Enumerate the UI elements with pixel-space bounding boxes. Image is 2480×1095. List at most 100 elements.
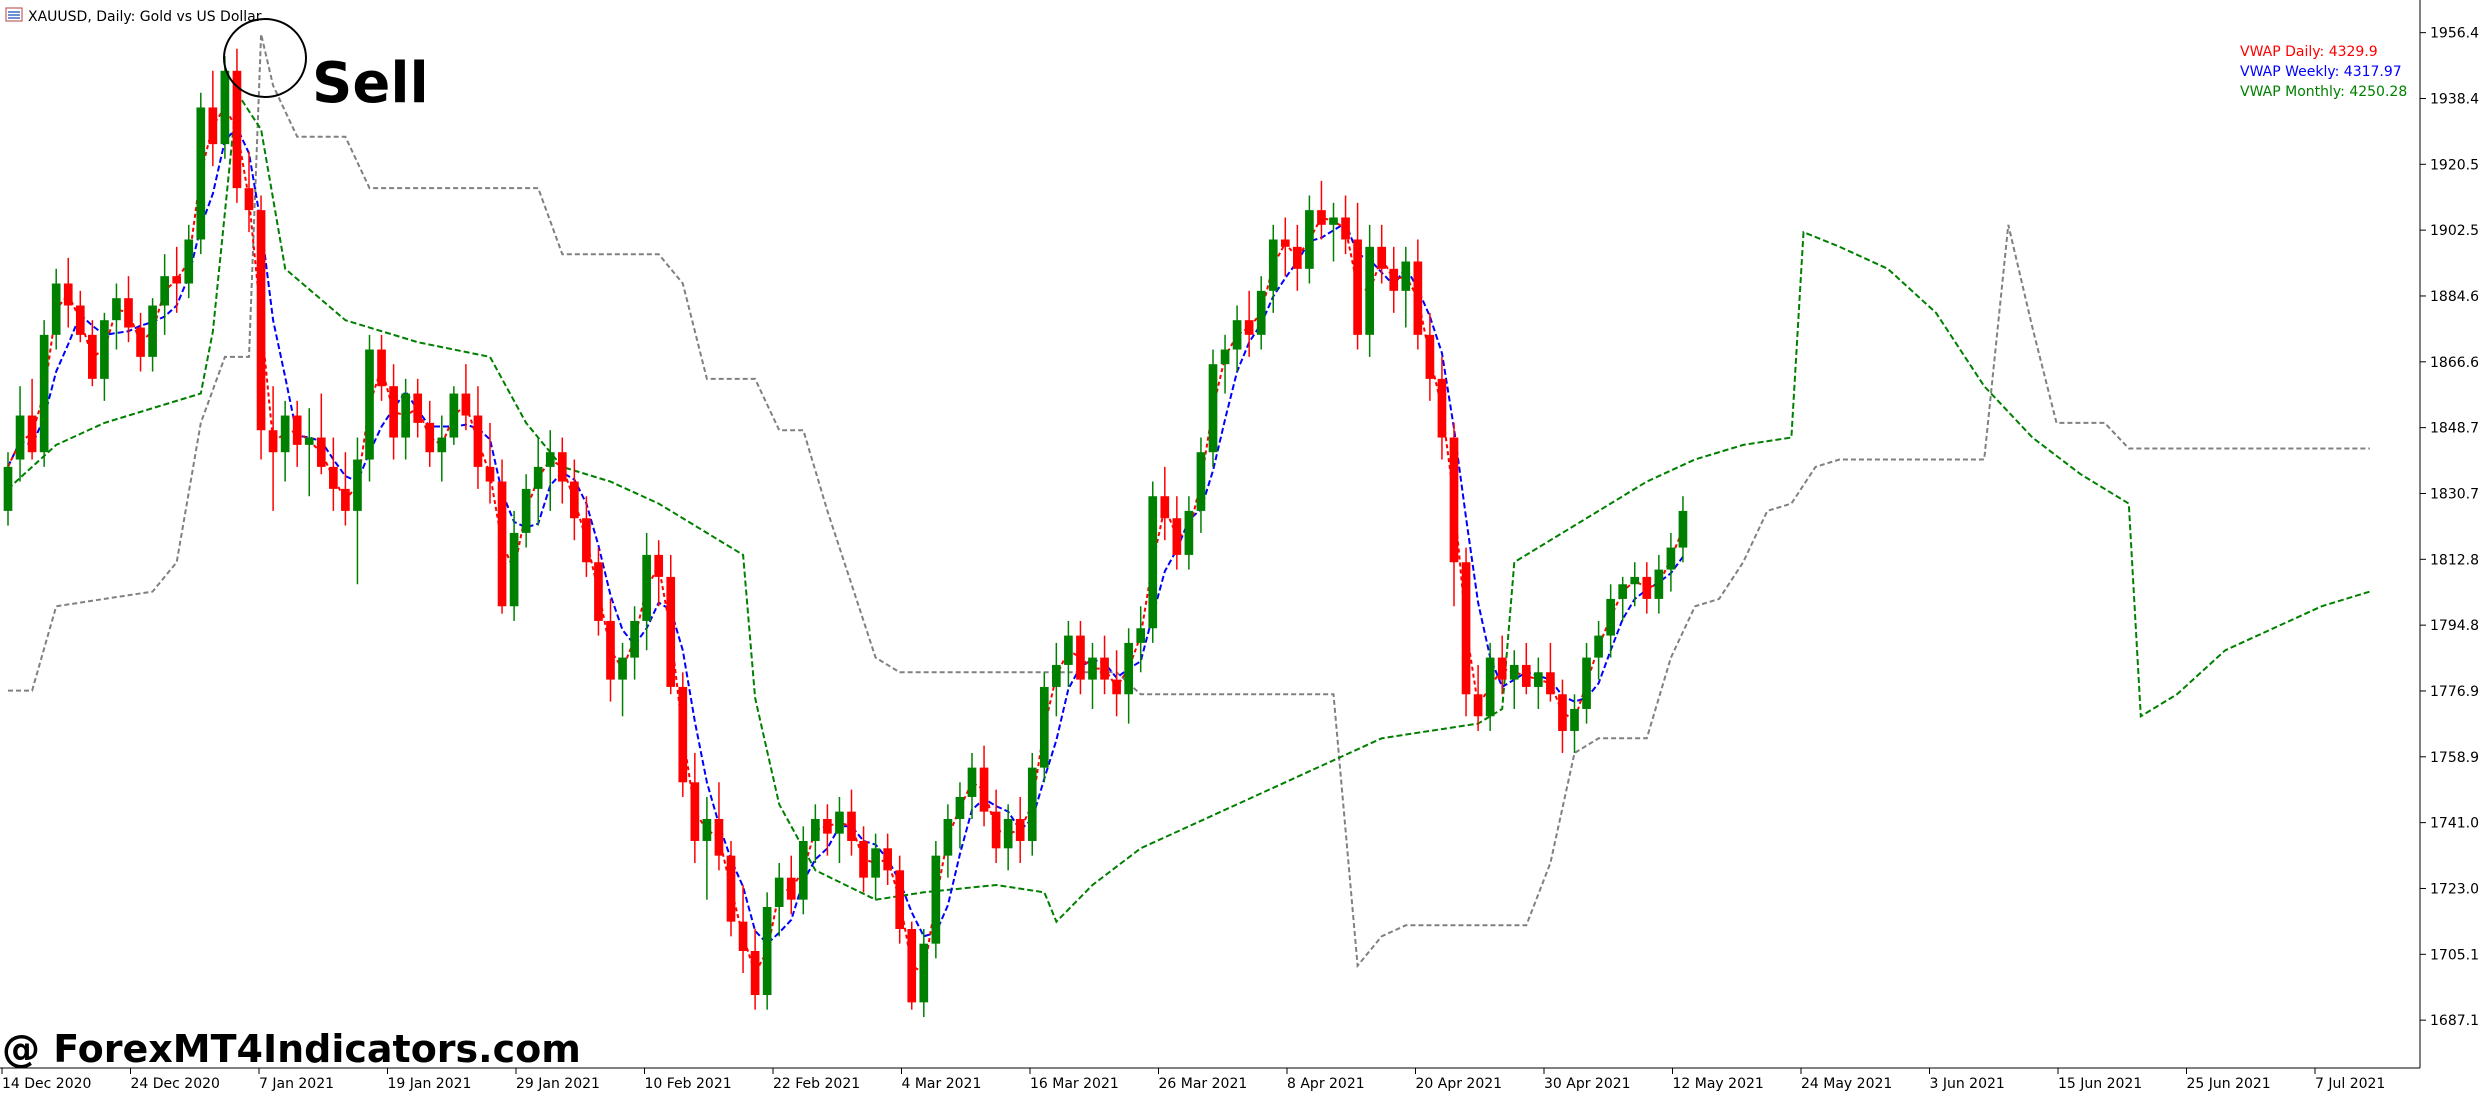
- vwap-monthly-line: [7, 89, 2371, 924]
- candle-body: [365, 349, 374, 460]
- y-tick-label: 1723.05: [2430, 881, 2480, 897]
- candle-body: [316, 437, 326, 467]
- candle-body: [3, 466, 13, 511]
- candle-body: [1015, 818, 1025, 841]
- candle-body: [1172, 518, 1182, 555]
- chart-title: XAUUSD, Daily: Gold vs US Dollar: [5, 7, 262, 25]
- candle-body: [871, 848, 880, 878]
- candle-body: [931, 855, 941, 944]
- candle-body: [1582, 657, 1591, 709]
- candle-body: [1317, 210, 1326, 225]
- candle-body: [160, 276, 169, 306]
- y-tick-label: 1830.75: [2430, 486, 2480, 502]
- candle-body: [1244, 320, 1254, 335]
- x-tick-label: 14 Dec 2020: [2, 1076, 91, 1091]
- candle-body: [798, 840, 808, 900]
- candle-body: [1064, 635, 1073, 665]
- candle-body: [1353, 239, 1362, 335]
- candle-body: [1534, 672, 1543, 687]
- candle-body: [232, 70, 242, 189]
- candle-body: [1293, 246, 1302, 269]
- candle-body: [991, 811, 1001, 849]
- candle-body: [943, 818, 953, 856]
- candle-body: [497, 481, 507, 607]
- x-tick-label: 30 Apr 2021: [1544, 1076, 1631, 1091]
- candle-body: [557, 452, 567, 482]
- candle-body: [714, 818, 724, 856]
- candle-body: [1329, 217, 1338, 225]
- candle-body: [136, 327, 145, 357]
- candle-body: [1052, 664, 1061, 687]
- candle-body: [979, 767, 989, 812]
- candle-body: [1389, 268, 1399, 291]
- time-scale: 14 Dec 2020 24 Dec 2020 7 Jan 2021 19 Jan 2…: [1, 1068, 2385, 1092]
- candle-body: [883, 848, 892, 871]
- candle-body: [762, 906, 772, 996]
- candle-body: [859, 840, 868, 878]
- candle-body: [1630, 576, 1640, 585]
- legend-vwap-weekly: VWAP Weekly: 4317.97: [2240, 64, 2402, 80]
- x-tick-label: 20 Apr 2021: [1416, 1076, 1503, 1091]
- candle-body: [1509, 664, 1519, 680]
- candle-body: [1521, 664, 1531, 687]
- candle-body: [27, 415, 37, 453]
- candle-body: [1305, 210, 1314, 269]
- candle-body: [690, 782, 700, 841]
- x-tick-label: 15 Jun 2021: [2058, 1076, 2142, 1091]
- sell-annotation: Sell: [223, 18, 429, 116]
- y-tick-label: 1812.80: [2430, 552, 2480, 568]
- candle-body: [1666, 547, 1676, 570]
- candle-body: [1280, 239, 1290, 247]
- candle-body: [582, 518, 591, 563]
- candle-body: [51, 283, 61, 335]
- candle-body: [606, 620, 615, 680]
- x-tick-label: 4 Mar 2021: [902, 1076, 982, 1091]
- candle-body: [172, 276, 182, 284]
- candle-body: [666, 576, 676, 687]
- candle-body: [1208, 364, 1218, 453]
- candle-body: [280, 415, 290, 453]
- candle-body: [1377, 246, 1387, 269]
- candle-body: [304, 437, 314, 445]
- y-tick-label: 1705.10: [2430, 947, 2480, 963]
- candle-body: [1268, 239, 1278, 291]
- candle-body: [630, 620, 639, 658]
- candle-body: [1003, 818, 1013, 849]
- x-tick-label: 26 Mar 2021: [1159, 1076, 1248, 1091]
- candle-body: [750, 951, 760, 996]
- candle-body: [148, 305, 157, 357]
- candle-body: [389, 386, 398, 438]
- candle-body: [618, 657, 627, 680]
- candle-body: [1196, 452, 1206, 511]
- candle-body: [1256, 290, 1266, 335]
- candle-body: [1148, 496, 1158, 629]
- candle-body: [678, 686, 688, 783]
- candle-body: [1570, 708, 1579, 731]
- candle-body: [702, 818, 712, 841]
- candle-body: [425, 422, 435, 453]
- candle-body: [341, 488, 350, 511]
- candle-body: [1449, 437, 1459, 563]
- candle-body: [1546, 672, 1555, 695]
- candle-body: [112, 298, 121, 321]
- candle-body: [15, 415, 25, 460]
- candle-body: [642, 554, 651, 621]
- candle-body: [401, 393, 410, 438]
- y-tick-label: 1848.70: [2430, 421, 2480, 437]
- candle-body: [244, 188, 254, 211]
- candle-body: [63, 283, 73, 306]
- chart-title-text: XAUUSD, Daily: Gold vs US Dollar: [28, 9, 262, 25]
- candle-body: [1232, 320, 1242, 350]
- candle-body: [967, 767, 977, 797]
- candle-body: [1076, 635, 1085, 680]
- candle-body: [1437, 378, 1447, 438]
- candle-body: [449, 393, 459, 438]
- x-tick-label: 16 Mar 2021: [1030, 1076, 1119, 1091]
- watermark-text: @ ForexMT4Indicators.com: [2, 1027, 581, 1071]
- candle-body: [1184, 510, 1194, 555]
- legend-vwap-monthly: VWAP Monthly: 4250.28: [2240, 84, 2407, 100]
- candle-body: [256, 210, 266, 431]
